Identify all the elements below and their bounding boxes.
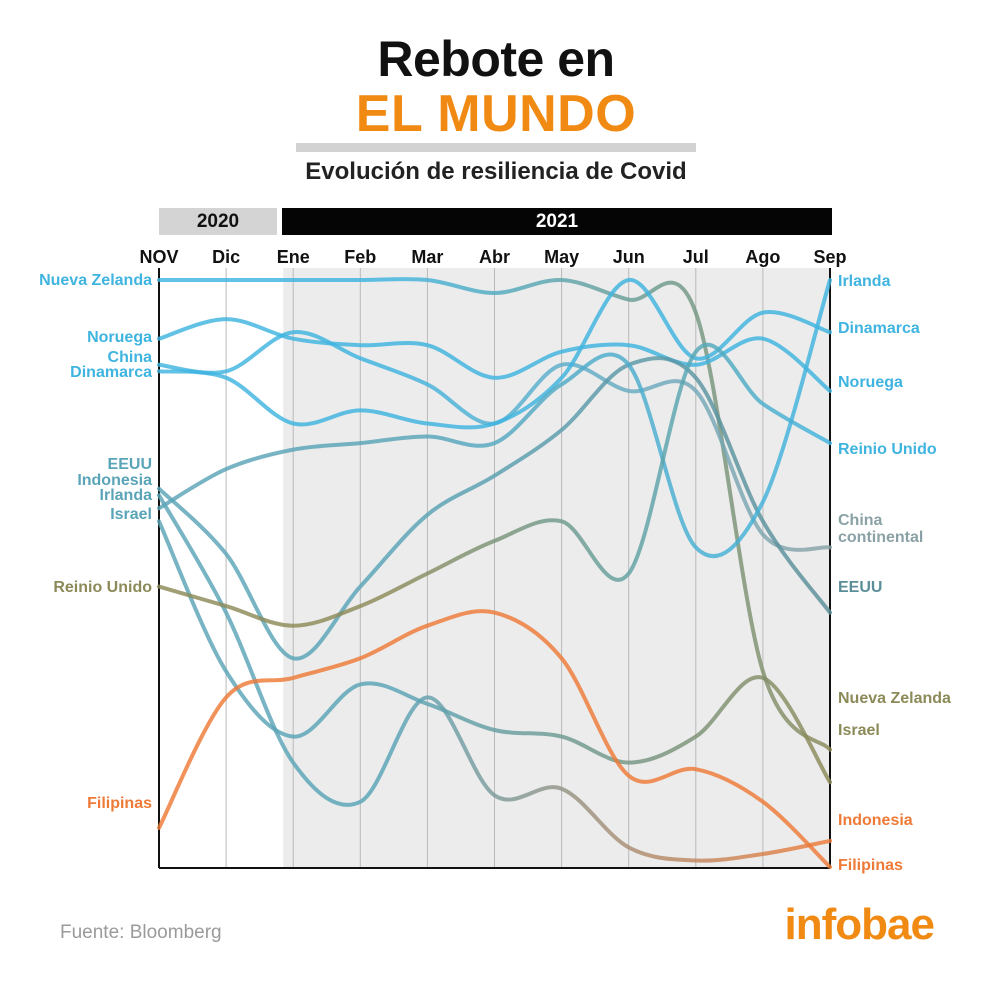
right-label-eeuu: EEUU — [838, 579, 882, 596]
month-label-may: May — [544, 247, 579, 267]
chart-subtitle: Evolución de resiliencia de Covid — [305, 158, 687, 185]
chart-title-line2: EL MUNDO — [355, 85, 637, 143]
left-label-filipinas: Filipinas — [87, 795, 152, 812]
series-line-nueva-zelanda — [157, 277, 832, 752]
source-note: Fuente: Bloomberg — [60, 922, 222, 943]
chart-title-line1: Rebote en — [377, 31, 615, 87]
month-label-ene: Ene — [277, 247, 310, 267]
series-line-noruega — [157, 317, 832, 393]
left-label-reinio-unido: Reinio Unido — [53, 579, 152, 596]
right-label-indonesia: Indonesia — [838, 812, 913, 829]
left-label-eeuu: EEUU — [108, 456, 152, 473]
left-label-israel: Israel — [110, 506, 152, 523]
right-label-dinamarca: Dinamarca — [838, 320, 920, 337]
series-line-irlanda — [157, 278, 832, 559]
right-label-irlanda: Irlanda — [838, 273, 891, 290]
right-label-filipinas: Filipinas — [838, 857, 903, 874]
right-label-noruega: Noruega — [838, 374, 903, 391]
shaded-2021-region — [283, 268, 830, 868]
left-label-noruega: Noruega — [87, 329, 152, 346]
right-label-nueva-zelanda: Nueva Zelanda — [838, 690, 951, 707]
month-label-dic: Dic — [212, 247, 240, 267]
left-label-china: China — [108, 349, 153, 366]
series-line-eeuu — [157, 356, 832, 661]
series-line-israel — [157, 519, 832, 785]
month-label-sep: Sep — [813, 247, 846, 267]
infobae-logo: infobae — [784, 900, 935, 949]
series-line-filipinas — [157, 609, 832, 869]
right-label-israel: Israel — [838, 722, 880, 739]
left-label-irlanda: Irlanda — [100, 487, 153, 504]
right-label-reinio-unido: Reinio Unido — [838, 441, 937, 458]
title-divider — [296, 143, 696, 152]
month-label-nov: NOV — [139, 247, 178, 267]
month-label-ago: Ago — [745, 247, 780, 267]
month-label-jul: Jul — [683, 247, 709, 267]
series-line-indonesia — [157, 493, 832, 863]
month-label-mar: Mar — [411, 247, 443, 267]
series-line-reinio-unido — [157, 342, 832, 628]
left-label-indonesia: Indonesia — [77, 472, 152, 489]
left-label-dinamarca: Dinamarca — [70, 364, 152, 381]
left-label-nueva-zelanda: Nueva Zelanda — [39, 272, 152, 289]
right-label-china-continental: China continental — [838, 512, 923, 546]
series-line-dinamarca — [157, 278, 832, 430]
month-label-feb: Feb — [344, 247, 376, 267]
month-label-jun: Jun — [613, 247, 645, 267]
month-label-abr: Abr — [479, 247, 510, 267]
year-band-2020: 2020 — [159, 208, 277, 235]
year-band-2021: 2021 — [282, 208, 832, 235]
